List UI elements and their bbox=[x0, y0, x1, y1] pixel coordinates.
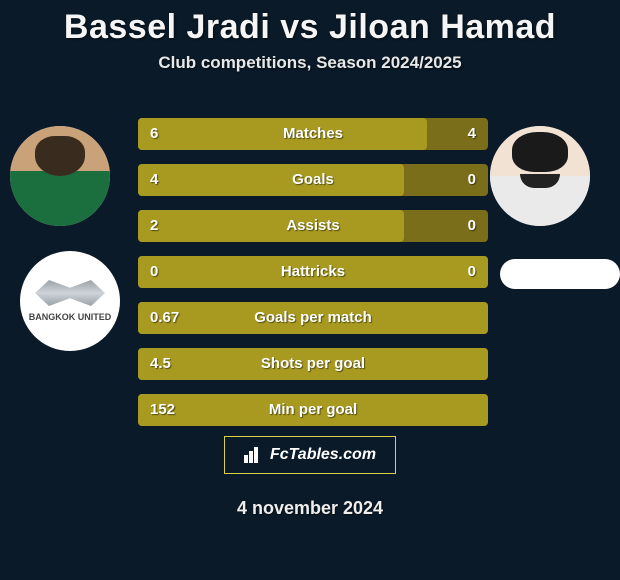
stat-label: Hattricks bbox=[138, 256, 488, 288]
stat-row: 00Hattricks bbox=[138, 256, 488, 288]
wings-icon bbox=[35, 280, 105, 306]
stat-row: 20Assists bbox=[138, 210, 488, 242]
club-left-name: BANGKOK UNITED bbox=[29, 312, 112, 322]
stat-row: 40Goals bbox=[138, 164, 488, 196]
footer-date: 4 november 2024 bbox=[0, 498, 620, 519]
comparison-card: Bassel Jradi vs Jiloan Hamad Club compet… bbox=[0, 0, 620, 580]
title-vs: vs bbox=[270, 8, 329, 46]
player-left-face-icon bbox=[10, 126, 110, 226]
player-left-avatar bbox=[10, 126, 110, 226]
stat-label: Goals per match bbox=[138, 302, 488, 334]
brand-text: FcTables.com bbox=[270, 446, 376, 464]
title-left-player: Bassel Jradi bbox=[64, 8, 270, 46]
stat-label: Matches bbox=[138, 118, 488, 150]
club-right-badge bbox=[500, 259, 620, 289]
club-left-badge: BANGKOK UNITED bbox=[20, 251, 120, 351]
stat-row: 0.67Goals per match bbox=[138, 302, 488, 334]
title-right-player: Jiloan Hamad bbox=[329, 8, 556, 46]
page-subtitle: Club competitions, Season 2024/2025 bbox=[0, 53, 620, 73]
stat-row: 64Matches bbox=[138, 118, 488, 150]
stat-label: Goals bbox=[138, 164, 488, 196]
club-left-logo: BANGKOK UNITED bbox=[29, 280, 112, 322]
stats-chart: 64Matches 40Goals 20Assists 00Hattricks 0.67… bbox=[138, 118, 488, 440]
stat-row: 4.5Shots per goal bbox=[138, 348, 488, 380]
stat-label: Assists bbox=[138, 210, 488, 242]
player-right-avatar bbox=[490, 126, 590, 226]
stat-label: Min per goal bbox=[138, 394, 488, 426]
bar-chart-icon bbox=[244, 447, 264, 463]
stat-row: 152Min per goal bbox=[138, 394, 488, 426]
brand-badge[interactable]: FcTables.com bbox=[224, 436, 396, 474]
page-title: Bassel Jradi vs Jiloan Hamad bbox=[0, 0, 620, 47]
player-right-face-icon bbox=[490, 126, 590, 226]
stat-label: Shots per goal bbox=[138, 348, 488, 380]
